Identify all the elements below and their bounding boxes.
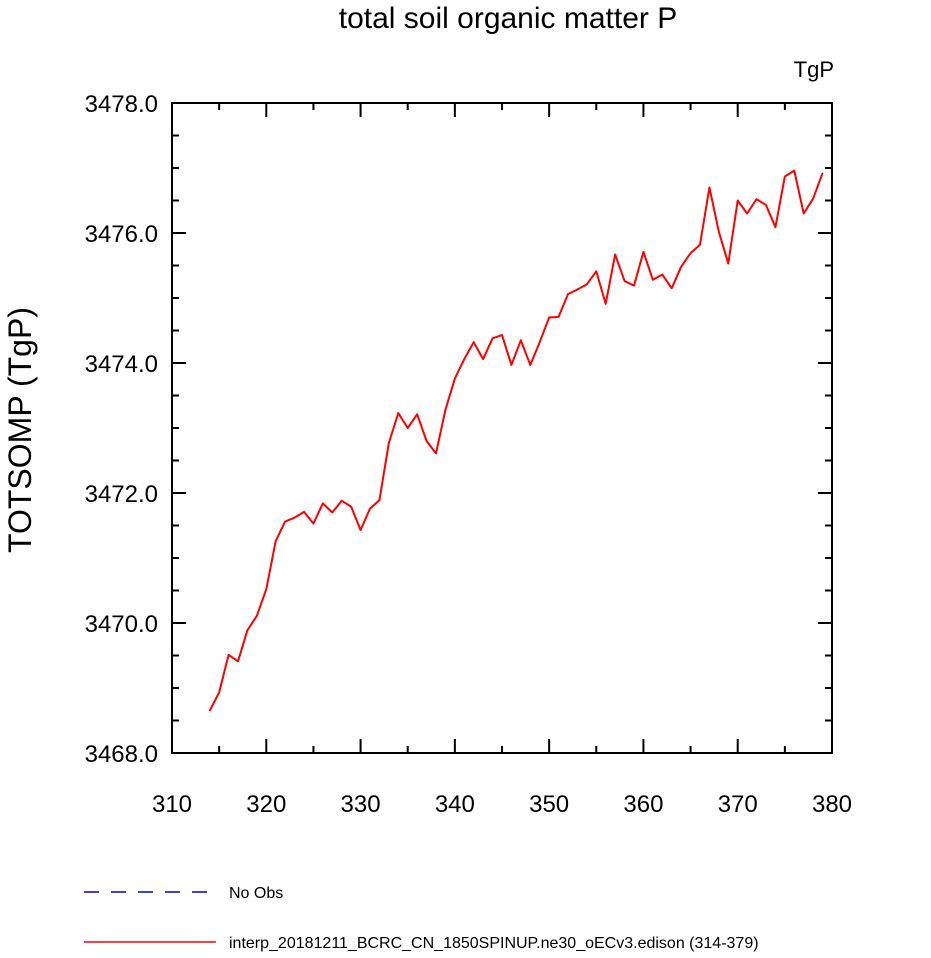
data-point <box>256 615 258 617</box>
x-tick-label: 350 <box>529 791 569 818</box>
legend: No Obs interp_20181211_BCRC_CN_1850SPINU… <box>84 885 759 952</box>
data-point <box>633 285 635 287</box>
axis-tick-labels: 310 320 330 340 350 360 370 380 3468.0 3470.0 3472… <box>85 91 852 818</box>
data-point <box>755 198 758 200</box>
data-point <box>520 339 522 341</box>
data-point <box>425 440 428 442</box>
data-point <box>331 511 333 514</box>
data-point <box>341 500 343 502</box>
data-point <box>671 287 673 289</box>
data-point <box>539 341 541 343</box>
chart-title: total soil organic matter P <box>339 2 677 35</box>
data-point <box>501 334 503 336</box>
data-point <box>652 279 654 281</box>
y-tick-label: 3476.0 <box>85 221 158 248</box>
axis-ticks <box>171 102 833 754</box>
data-point <box>614 253 616 256</box>
x-tick-label: 340 <box>435 791 475 818</box>
data-point <box>369 508 371 510</box>
y-tick-label: 3470.0 <box>85 611 158 638</box>
data-point <box>727 262 729 265</box>
data-point <box>218 691 220 694</box>
y-axis-label: TOTSOMP (TgP) <box>2 307 38 553</box>
data-point <box>689 252 692 254</box>
data-point <box>812 197 814 200</box>
data-point <box>246 629 249 631</box>
data-point <box>510 364 513 366</box>
data-point <box>661 274 663 276</box>
data-point <box>765 204 767 206</box>
x-tick-label: 360 <box>623 791 663 818</box>
data-point <box>303 511 305 513</box>
legend-label-model: interp_20181211_BCRC_CN_1850SPINUP.ne30_… <box>229 935 759 952</box>
data-point <box>322 502 324 504</box>
y-tick-label: 3468.0 <box>85 741 158 768</box>
legend-label-no-obs: No Obs <box>229 885 283 902</box>
y-tick-label: 3478.0 <box>85 91 158 118</box>
data-point <box>209 710 211 712</box>
data-point <box>454 378 456 380</box>
data-point <box>350 506 352 508</box>
data-point <box>463 358 465 360</box>
data-point <box>529 364 531 366</box>
data-point <box>699 244 701 246</box>
data-point <box>680 266 682 268</box>
x-tick-label: 370 <box>718 791 758 818</box>
data-point <box>293 517 296 519</box>
data-point <box>623 280 626 282</box>
data-point <box>444 409 447 411</box>
data-point <box>416 413 418 415</box>
data-point <box>482 358 484 360</box>
data-point <box>718 231 720 233</box>
data-point <box>737 199 739 202</box>
x-tick-label: 380 <box>812 791 852 818</box>
x-tick-label: 310 <box>152 791 192 818</box>
data-point <box>576 288 579 291</box>
data-point <box>586 283 588 285</box>
data-point <box>491 337 494 339</box>
data-point <box>378 499 381 501</box>
data-point <box>746 212 748 215</box>
data-point <box>595 270 597 272</box>
data-point <box>793 170 795 172</box>
data-point <box>821 172 824 174</box>
plot-frame <box>171 102 833 754</box>
data-point <box>774 226 777 228</box>
data-point <box>265 588 267 590</box>
data-point <box>284 521 286 523</box>
data-point <box>275 540 277 542</box>
series-line-1 <box>208 169 824 712</box>
data-point <box>407 427 409 429</box>
x-tick-label: 320 <box>246 791 286 818</box>
plot-series-group <box>208 169 824 712</box>
units-label: TgP <box>794 57 834 82</box>
y-tick-label: 3472.0 <box>85 481 158 508</box>
data-point <box>312 522 315 525</box>
data-point <box>473 341 475 343</box>
data-point <box>397 412 399 414</box>
data-point <box>784 175 786 178</box>
data-point <box>227 654 230 656</box>
data-point <box>642 251 645 253</box>
x-tick-label: 330 <box>341 791 381 818</box>
data-point <box>803 212 805 215</box>
data-point <box>359 529 362 531</box>
data-point <box>435 452 437 454</box>
data-point <box>708 186 711 189</box>
data-point <box>237 660 239 662</box>
data-point <box>388 442 390 444</box>
data-point <box>567 293 569 295</box>
data-point <box>557 316 560 318</box>
data-point <box>605 303 607 305</box>
data-point <box>548 316 550 319</box>
y-tick-label: 3474.0 <box>85 351 158 378</box>
